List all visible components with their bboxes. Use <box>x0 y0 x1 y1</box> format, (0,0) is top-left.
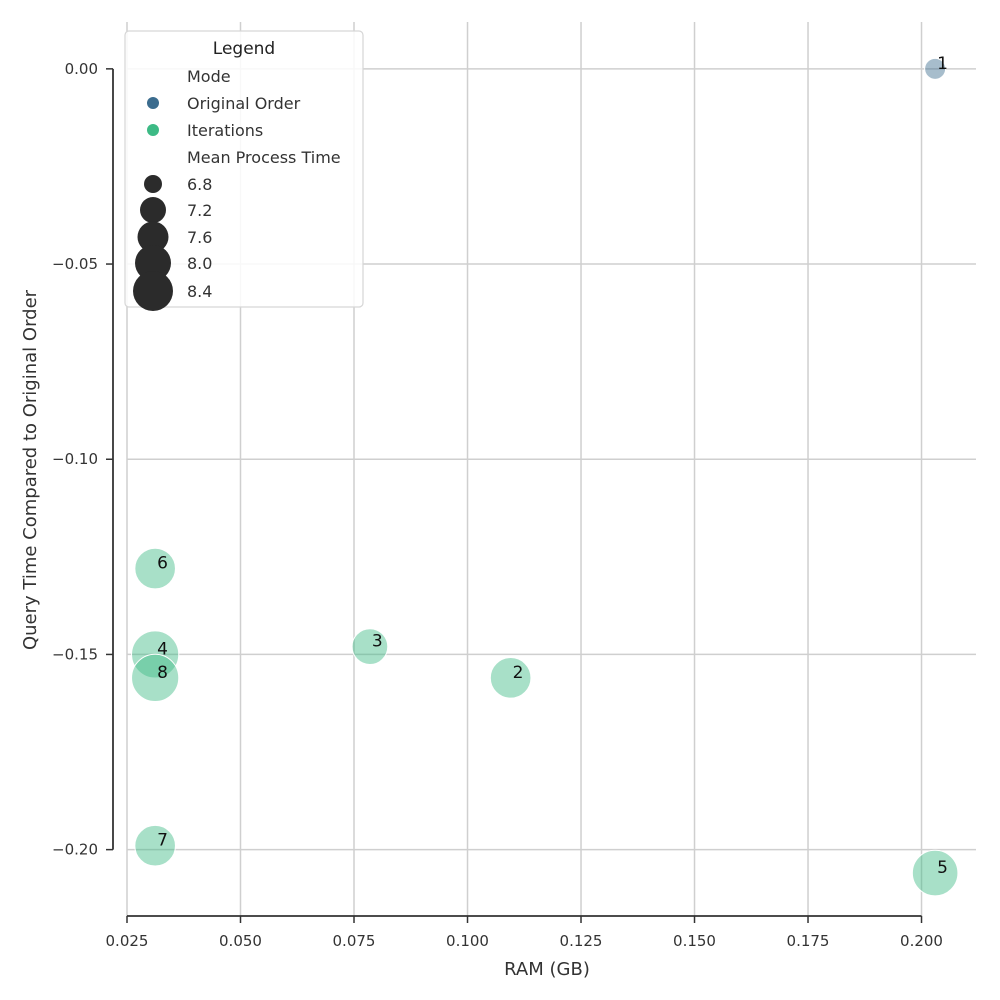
x-axis-title: RAM (GB) <box>504 959 590 980</box>
legend-label: Iterations <box>187 121 263 140</box>
legend-label: Original Order <box>187 94 301 113</box>
legend-hue-title: Mode <box>187 67 231 86</box>
data-point-5 <box>911 849 959 897</box>
legend-size-marker <box>133 271 173 311</box>
point-label-4: 4 <box>157 639 168 659</box>
legend-size-label: 7.6 <box>187 228 212 247</box>
y-tick-label: −0.05 <box>52 255 98 273</box>
x-tick-label: 0.050 <box>219 932 262 950</box>
legend-size-label: 6.8 <box>187 175 212 194</box>
x-tick-label: 0.100 <box>446 932 489 950</box>
x-tick-label: 0.175 <box>787 932 830 950</box>
data-point-1 <box>924 57 947 80</box>
legend-size-marker <box>140 197 166 223</box>
point-label-1: 1 <box>937 54 948 74</box>
legend-marker-original-order <box>147 97 159 109</box>
y-tick-label: −0.10 <box>52 450 98 468</box>
legend-size-label: 8.0 <box>187 254 212 273</box>
legend-size-label: 7.2 <box>187 201 212 220</box>
y-axis-title: Query Time Compared to Original Order <box>20 289 41 650</box>
legend-marker-iterations <box>147 124 159 136</box>
legend-size-marker <box>144 175 162 193</box>
data-point-2 <box>489 657 532 699</box>
legend-box <box>124 30 364 308</box>
y-tick-label: −0.15 <box>52 645 98 663</box>
legend-size-marker <box>135 245 171 281</box>
point-label-8: 8 <box>157 663 168 683</box>
point-label-6: 6 <box>157 554 168 574</box>
x-tick-label: 0.200 <box>900 932 943 950</box>
legend-size-marker <box>137 221 169 253</box>
x-tick-label: 0.125 <box>560 932 603 950</box>
x-tick-label: 0.075 <box>333 932 376 950</box>
data-point-7 <box>134 824 176 867</box>
point-label-7: 7 <box>157 831 168 851</box>
point-label-2: 2 <box>513 663 524 683</box>
y-tick-label: 0.00 <box>65 60 98 78</box>
x-tick-label: 0.150 <box>673 932 716 950</box>
point-label-3: 3 <box>372 632 383 652</box>
y-tick-label: −0.20 <box>52 841 98 859</box>
legend-title: Legend <box>213 39 275 59</box>
data-point-3 <box>351 628 389 665</box>
x-tick-label: 0.025 <box>106 932 149 950</box>
point-label-5: 5 <box>937 858 948 878</box>
legend-size-label: 8.4 <box>187 282 212 301</box>
legend-size-title: Mean Process Time <box>187 148 341 167</box>
data-point-8 <box>131 653 180 702</box>
data-point-6 <box>134 547 176 590</box>
